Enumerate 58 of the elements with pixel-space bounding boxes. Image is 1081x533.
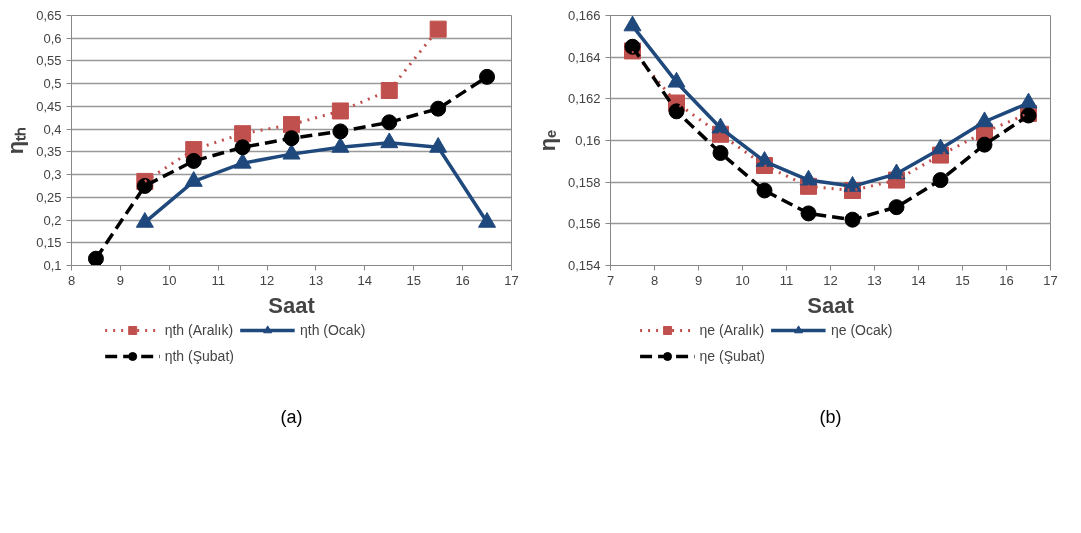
y-tick-label: 0,6 bbox=[43, 30, 62, 46]
point bbox=[331, 102, 349, 120]
y-tick-label: 0,162 bbox=[567, 91, 601, 107]
x-tick-label: 17 bbox=[1043, 272, 1058, 288]
y-tick-label: 0,5 bbox=[43, 76, 62, 92]
x-tick-label: 16 bbox=[999, 272, 1014, 288]
x-tick-label: 8 bbox=[650, 272, 659, 288]
x-tick-label: 7 bbox=[606, 272, 615, 288]
legend-label: ηe (Ocak) bbox=[830, 322, 893, 338]
x-tick-label: 13 bbox=[308, 272, 324, 288]
y-tick-label: 0,55 bbox=[36, 53, 62, 69]
y-tick-label: 0,2 bbox=[43, 212, 62, 228]
y-axis-title: ηₑ bbox=[534, 129, 560, 152]
y-tick-label: 0,65 bbox=[36, 8, 62, 23]
text: (b) bbox=[819, 407, 842, 428]
y-tick-label: 0,158 bbox=[567, 174, 601, 190]
point bbox=[479, 68, 496, 85]
x-tick-label: 8 bbox=[67, 272, 76, 288]
legend-label: ηth (Şubat) bbox=[164, 348, 234, 364]
point bbox=[478, 212, 497, 228]
y-tick-label: 0,166 bbox=[567, 8, 601, 23]
x-tick-label: 13 bbox=[867, 272, 882, 288]
x-tick-label: 14 bbox=[911, 272, 926, 288]
y-tick-label: 0,3 bbox=[43, 167, 62, 183]
legend-label: ηth (Ocak) bbox=[299, 322, 366, 338]
x-tick-label: 10 bbox=[162, 272, 177, 288]
legend-label: ηth (Aralık) bbox=[164, 322, 234, 338]
y-tick-label: 0,156 bbox=[567, 216, 601, 232]
x-tick-label: 12 bbox=[823, 272, 838, 288]
y-tick-label: 0,35 bbox=[36, 144, 62, 160]
y-tick-label: 0,45 bbox=[36, 98, 62, 114]
x-tick-label: 12 bbox=[259, 272, 275, 288]
y-tick-label: 0,164 bbox=[567, 49, 601, 65]
x-axis-title: Saat bbox=[268, 292, 316, 318]
x-tick-label: 15 bbox=[406, 272, 421, 288]
x-tick-label: 14 bbox=[357, 272, 373, 288]
x-tick-label: 10 bbox=[735, 272, 750, 288]
x-tick-label: 9 bbox=[694, 272, 703, 288]
y-axis-title: ηₜₕ bbox=[3, 126, 29, 155]
legend-label: ηe (Aralık) bbox=[699, 322, 765, 338]
x-tick-label: 16 bbox=[455, 272, 470, 288]
x-tick-label: 17 bbox=[504, 272, 519, 288]
y-tick-label: 0,15 bbox=[36, 235, 62, 251]
point bbox=[380, 82, 398, 99]
y-tick-label: 0,16 bbox=[575, 133, 601, 148]
x-tick-label: 15 bbox=[955, 272, 970, 288]
y-tick-label: 0,154 bbox=[567, 258, 601, 273]
x-tick-label: 11 bbox=[211, 272, 225, 288]
y-tick-label: 0,25 bbox=[36, 189, 62, 205]
point bbox=[135, 212, 154, 228]
legend-label: ηe (Şubat) bbox=[699, 348, 765, 364]
x-axis-title: Saat bbox=[807, 292, 855, 318]
point bbox=[429, 20, 447, 38]
x-tick-label: 11 bbox=[779, 272, 794, 288]
y-tick-label: 0,1 bbox=[43, 258, 62, 273]
x-tick-label: 9 bbox=[116, 272, 125, 288]
y-tick-label: 0,4 bbox=[43, 121, 62, 137]
text: (a) bbox=[280, 407, 303, 428]
